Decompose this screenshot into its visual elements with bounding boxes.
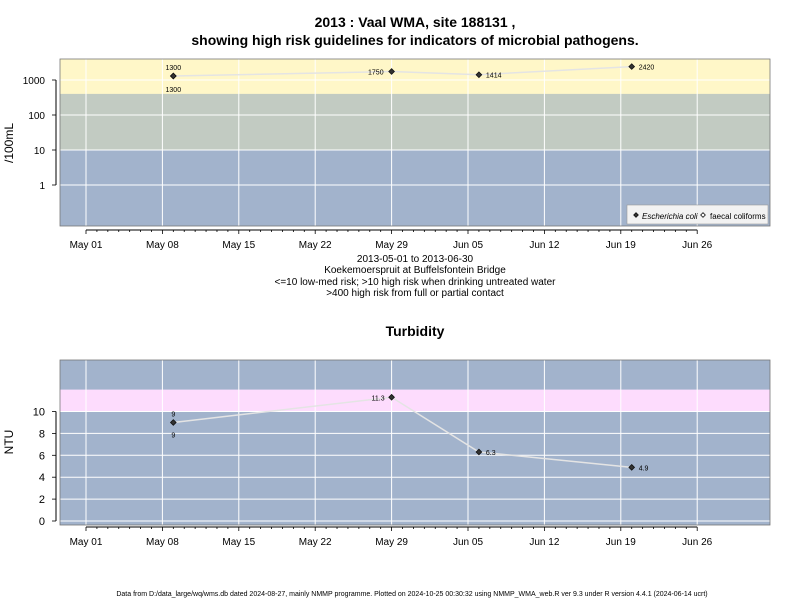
turbidity-y-tick-label: 8 [39,428,45,440]
faecal-coliforms-series-line [173,65,632,77]
turbidity-band [60,389,770,412]
faecal-coliforms-point [475,71,483,79]
microbial-x-tick-label: Jun 19 [606,240,636,251]
turbidity-x-tick-label: May 08 [146,537,179,548]
turbidity-x-tick-label: Jun 19 [606,537,636,548]
microbial-y-tick-label: 1000 [23,76,46,87]
risk-note-drinking: <=10 low-med risk; >10 high risk when dr… [275,277,557,288]
turbidity-series-line [173,396,632,469]
microbial-x-tick-label: May 08 [146,240,179,251]
microbial-y-tick-label: 1 [39,181,45,192]
faecal-coliforms-data-label: 1300 [166,65,182,72]
turbidity-data-label: 4.9 [639,465,649,472]
turbidity-y-tick-label: 0 [39,516,45,528]
risk-note-contact: >400 high risk from full or partial cont… [326,288,504,299]
turbidity-y-tick-label: 2 [39,494,45,506]
legend-faecal-label: faecal coliforms [710,212,766,221]
turbidity-data-label: 6.3 [486,450,496,457]
turbidity-x-tick-label: Jun 26 [682,537,712,548]
turbidity-x-tick-label: May 29 [375,537,408,548]
chart-subtitle: showing high risk guidelines for indicat… [191,32,638,48]
microbial-x-tick-label: May 22 [299,240,332,251]
faecal-coliforms-data-label: 1414 [486,73,502,80]
legend-ecoli-marker [633,212,639,218]
turbidity-y-tick-label: 6 [39,450,45,462]
turbidity-data-label: 9 [171,411,175,418]
turbidity-plot-frame [59,359,771,526]
turbidity-y-tick-label: 4 [39,472,45,484]
escherichia-coli-data-label: 1300 [166,87,182,94]
turbidity-plot-background [60,360,770,525]
turbidity-x-tick-label: Jun 12 [529,537,559,548]
microbial-x-tick-label: May 29 [375,240,408,251]
turbidity-point [628,463,636,471]
microbial-x-tick-label: May 15 [222,240,255,251]
legend-ecoli-label: Escherichia coli [642,212,698,221]
microbial-y-tick-label: 100 [28,111,45,122]
footer-note: Data from D:/data_large/wq/wms.db dated … [116,591,707,598]
turbidity-plot-area: 0 2 4 6 8 10 NTU May 01 May 08 May 15 May 22 May 29… [2,359,771,548]
turbidity-x-tick-label: May 22 [299,537,332,548]
faecal-coliforms-data-label: 1750 [368,69,384,76]
faecal-coliforms-point [628,63,636,70]
turbidity-data-label: 11.3 [371,395,384,402]
turbidity-point [169,419,177,426]
turbidity-y-tick-label: 10 [33,407,45,419]
escherichia-coli-point [169,72,177,80]
turbidity-point [475,448,483,456]
turbidity-chart-title: Turbidity [386,323,445,339]
legend-faecal-marker [700,212,706,218]
microbial-x-tick-label: Jun 26 [682,240,712,251]
microbial-plot-frame [59,58,771,227]
turbidity-x-tick-label: May 01 [70,537,103,548]
faecal-coliforms-point [388,68,395,75]
risk-band [60,93,770,150]
microbial-y-tick-label: 10 [34,146,46,157]
site-name-note: Koekemoerspruit at Buffelsfontein Bridge [324,265,506,276]
turbidity-x-tick-label: May 15 [222,537,255,548]
turbidity-x-tick-label: Jun 05 [453,537,483,548]
microbial-plot-area: 1 10 100 1000/100mL May 01 May 08 May 15 May 22… [2,58,771,251]
legend-box [626,204,769,225]
faecal-coliforms-data-label: 2420 [639,65,655,72]
chart-title: 2013 : Vaal WMA, site 188131 , [315,14,516,30]
microbial-x-tick-label: Jun 12 [529,240,559,251]
microbial-y-axis-label: /100mL [2,123,16,163]
date-range-note: 2013-05-01 to 2013-06-30 [357,254,474,265]
turbidity-y-axis-label: NTU [2,430,16,455]
turbidity-point [388,393,395,401]
microbial-x-tick-label: May 01 [70,240,103,251]
turbidity-secondary-data-label: 9 [171,432,175,439]
microbial-x-tick-label: Jun 05 [453,240,483,251]
